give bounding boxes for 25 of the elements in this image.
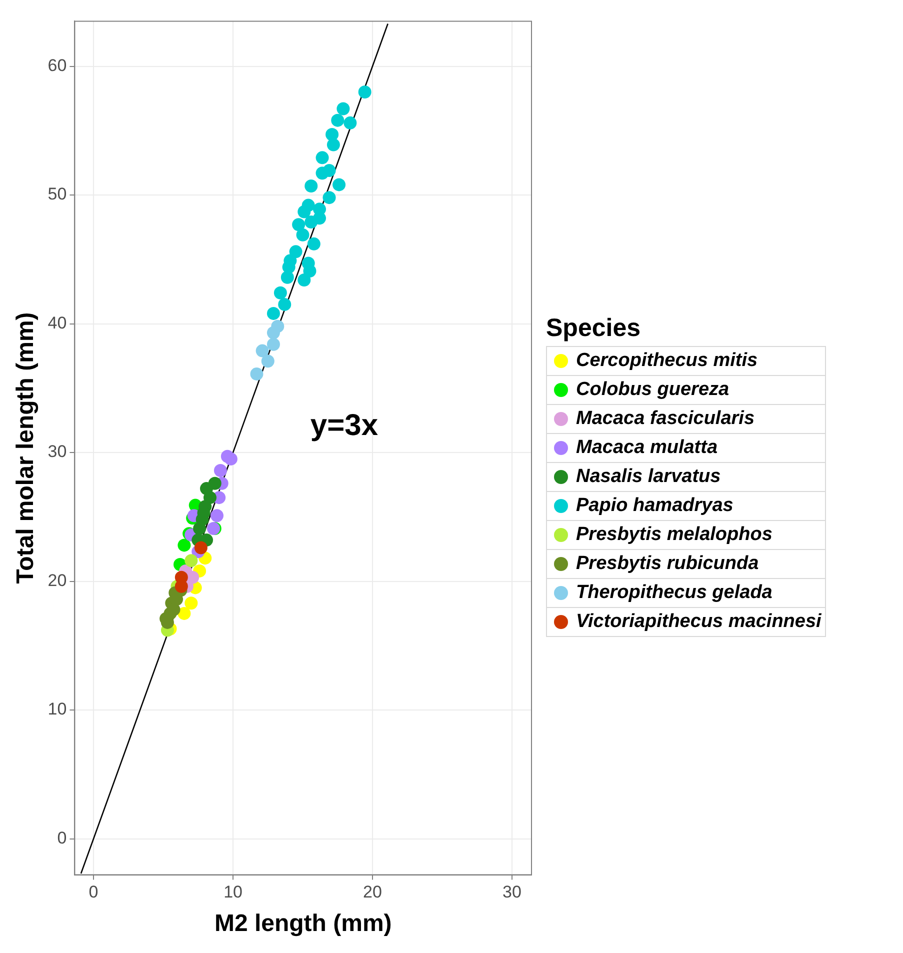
y-tick-label: 50	[48, 184, 67, 204]
legend-label: Presbytis rubicunda	[576, 553, 759, 575]
x-tick-label: 20	[363, 882, 382, 902]
y-tick-label: 60	[48, 56, 67, 75]
y-tick-label: 20	[48, 570, 67, 590]
x-tick-label: 30	[502, 882, 522, 902]
y-tick-label: 30	[48, 442, 67, 462]
x-axis-title: M2 length (mm)	[214, 910, 392, 938]
legend-label: Nasalis larvatus	[576, 466, 721, 488]
y-tick-label: 40	[48, 313, 67, 332]
legend-label: Macaca mulatta	[576, 437, 718, 459]
annotation: y=3x	[310, 408, 378, 442]
legend-label: Cercopithecus mitis	[576, 350, 758, 372]
legend-label: Victoriapithecus macinnesi	[576, 611, 822, 633]
x-tick-label: 0	[88, 882, 98, 902]
y-axis-title: Total molar length (mm)	[12, 312, 40, 584]
legend-label: Colobus guereza	[576, 379, 730, 401]
legend-label: Presbytis melalophos	[576, 524, 772, 546]
legend-title: Species	[546, 314, 642, 343]
y-tick-label: 10	[48, 700, 67, 719]
legend-label: Papio hamadryas	[576, 495, 734, 517]
legend-label: Theropithecus gelada	[576, 582, 772, 604]
legend-label: Macaca fascicularis	[576, 408, 755, 430]
x-tick-label: 10	[224, 882, 242, 902]
y-tick-label: 0	[57, 828, 67, 848]
